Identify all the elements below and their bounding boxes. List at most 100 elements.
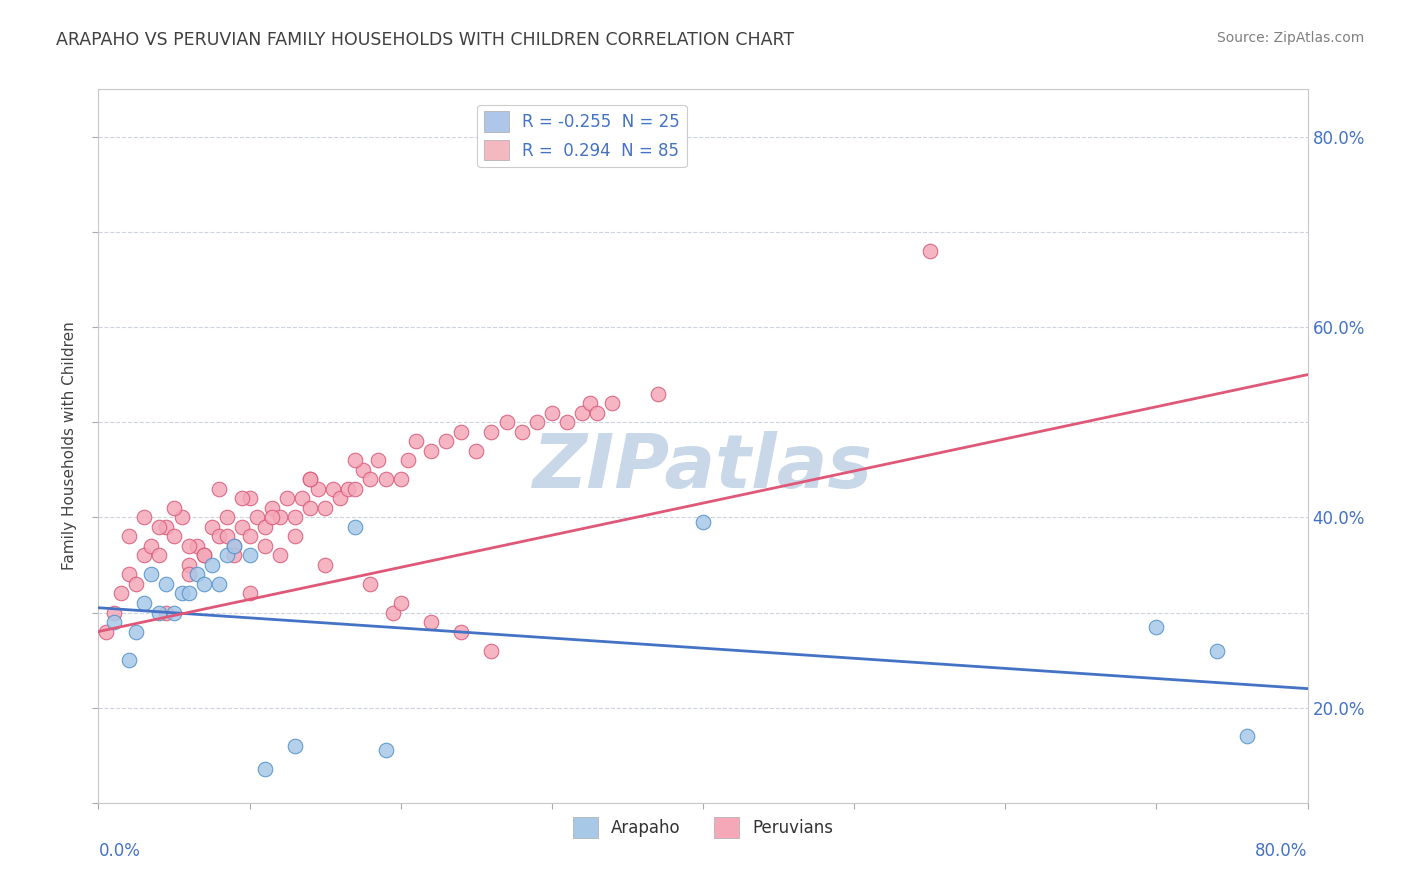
Point [420, 443, 443, 458]
Point [179, 586, 201, 600]
Point [367, 453, 389, 467]
Point [239, 529, 262, 543]
Point [125, 624, 148, 639]
Point [540, 406, 562, 420]
Point [291, 491, 314, 506]
Point [262, 510, 284, 524]
Point [132, 596, 155, 610]
Point [231, 491, 253, 506]
Point [179, 567, 201, 582]
Point [450, 624, 472, 639]
Point [602, 396, 624, 410]
Point [692, 515, 714, 529]
Point [555, 415, 578, 429]
Point [132, 549, 155, 563]
Point [231, 520, 253, 534]
Point [179, 539, 201, 553]
Point [118, 567, 141, 582]
Point [329, 491, 352, 506]
Point [269, 510, 291, 524]
Point [201, 558, 224, 572]
Point [465, 443, 488, 458]
Point [170, 510, 193, 524]
Point [132, 510, 155, 524]
Legend: Arapaho, Peruvians: Arapaho, Peruvians [567, 811, 839, 845]
Point [526, 415, 548, 429]
Point [299, 472, 322, 486]
Point [155, 577, 177, 591]
Point [374, 743, 396, 757]
Point [352, 463, 374, 477]
Point [208, 577, 231, 591]
Text: Source: ZipAtlas.com: Source: ZipAtlas.com [1216, 31, 1364, 45]
Point [336, 482, 359, 496]
Point [155, 520, 177, 534]
Point [434, 434, 457, 449]
Point [110, 586, 132, 600]
Point [186, 539, 208, 553]
Point [307, 482, 329, 496]
Point [224, 539, 246, 553]
Point [163, 606, 186, 620]
Point [389, 472, 412, 486]
Point [481, 425, 503, 439]
Point [389, 596, 412, 610]
Point [179, 558, 201, 572]
Point [314, 500, 336, 515]
Point [103, 615, 125, 629]
Point [420, 615, 443, 629]
Point [647, 386, 669, 401]
Point [193, 549, 215, 563]
Point [284, 529, 307, 543]
Point [215, 549, 238, 563]
Point [481, 643, 503, 657]
Point [374, 472, 396, 486]
Point [299, 500, 322, 515]
Text: ARAPAHO VS PERUVIAN FAMILY HOUSEHOLDS WITH CHILDREN CORRELATION CHART: ARAPAHO VS PERUVIAN FAMILY HOUSEHOLDS WI… [56, 31, 794, 49]
Point [163, 529, 186, 543]
Point [186, 567, 208, 582]
Point [344, 520, 367, 534]
Point [118, 529, 141, 543]
Point [155, 606, 177, 620]
Point [224, 549, 246, 563]
Point [284, 739, 307, 753]
Point [94, 624, 117, 639]
Point [141, 539, 163, 553]
Point [239, 491, 262, 506]
Point [239, 549, 262, 563]
Point [215, 529, 238, 543]
Text: 0.0%: 0.0% [98, 842, 141, 860]
Point [201, 520, 224, 534]
Point [148, 549, 170, 563]
Point [450, 425, 472, 439]
Point [239, 586, 262, 600]
Point [360, 577, 382, 591]
Point [284, 510, 307, 524]
Point [208, 529, 231, 543]
Point [118, 653, 141, 667]
Point [103, 606, 125, 620]
Point [276, 491, 298, 506]
Point [299, 472, 322, 486]
Point [495, 415, 517, 429]
Point [215, 510, 238, 524]
Point [322, 482, 344, 496]
Point [360, 472, 382, 486]
Point [1236, 729, 1258, 743]
Point [586, 406, 609, 420]
Point [344, 482, 367, 496]
Point [193, 549, 215, 563]
Point [246, 510, 269, 524]
Point [918, 244, 941, 258]
Point [170, 586, 193, 600]
Point [1206, 643, 1229, 657]
Point [253, 763, 276, 777]
Point [510, 425, 533, 439]
Point [193, 577, 215, 591]
Point [405, 434, 427, 449]
Point [253, 539, 276, 553]
Point [262, 500, 284, 515]
Point [1146, 620, 1168, 634]
Point [224, 539, 246, 553]
